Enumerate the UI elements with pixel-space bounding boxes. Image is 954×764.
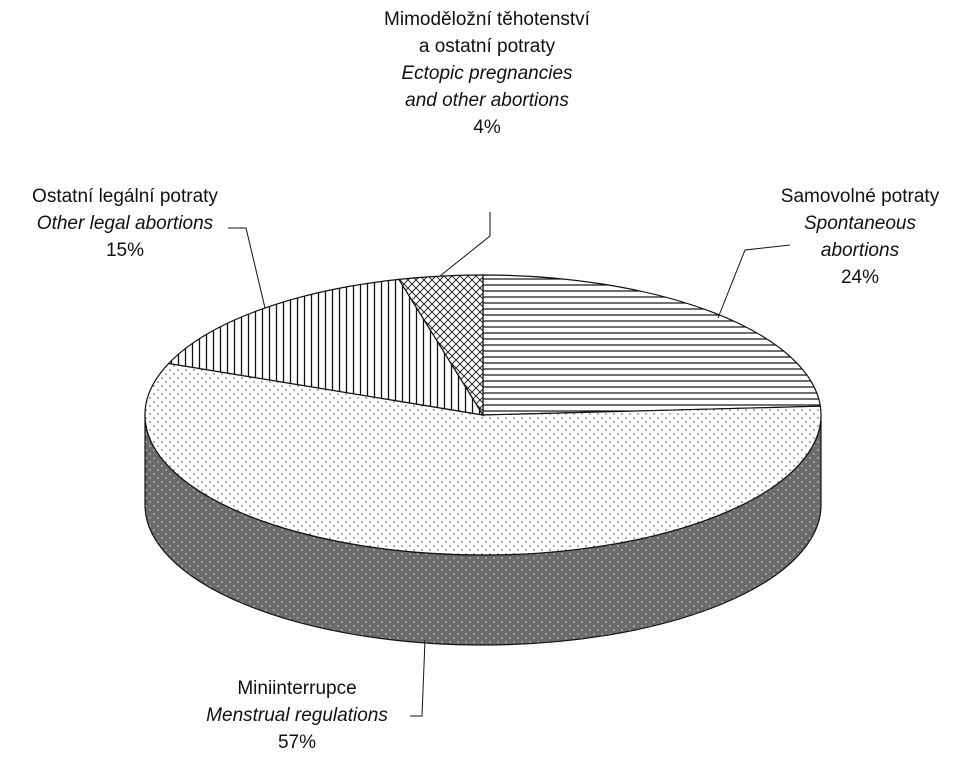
label-text: Ostatní legální potraty (32, 186, 218, 207)
label-text: 4% (473, 117, 501, 138)
label-en: Menstrual regulations (206, 705, 388, 726)
label-en: Spontaneous abortions (804, 213, 916, 261)
label-text: Mimoděložní těhotenství a ostatní potrat… (384, 9, 590, 57)
label-text: 57% (277, 732, 317, 753)
leader-line (228, 227, 266, 309)
label-en: Ectopic pregnancies and other abortions (401, 63, 573, 111)
leader-line (717, 244, 791, 319)
label-text: 24% (840, 267, 880, 288)
label-en: Other legal abortions (36, 213, 214, 234)
label-text: 15% (105, 240, 145, 261)
label-text: Miniinterrupce (237, 678, 357, 699)
pie-slice (167, 278, 485, 416)
slice-label: Mimoděložní těhotenství a ostatní potrat… (357, 6, 617, 141)
slice-label: Ostatní legální potraty Other legal abort… (0, 183, 255, 264)
pie-slice (482, 274, 822, 416)
leader-line (410, 639, 426, 717)
slice-label: Samovolné potraty Spontaneous abortions 24… (730, 183, 954, 291)
leader-line (439, 212, 491, 277)
label-text: Samovolné potraty (780, 186, 940, 207)
pie-slice (144, 362, 822, 556)
slice-label: Miniinterrupce Menstrual regulations 57% (167, 675, 427, 756)
